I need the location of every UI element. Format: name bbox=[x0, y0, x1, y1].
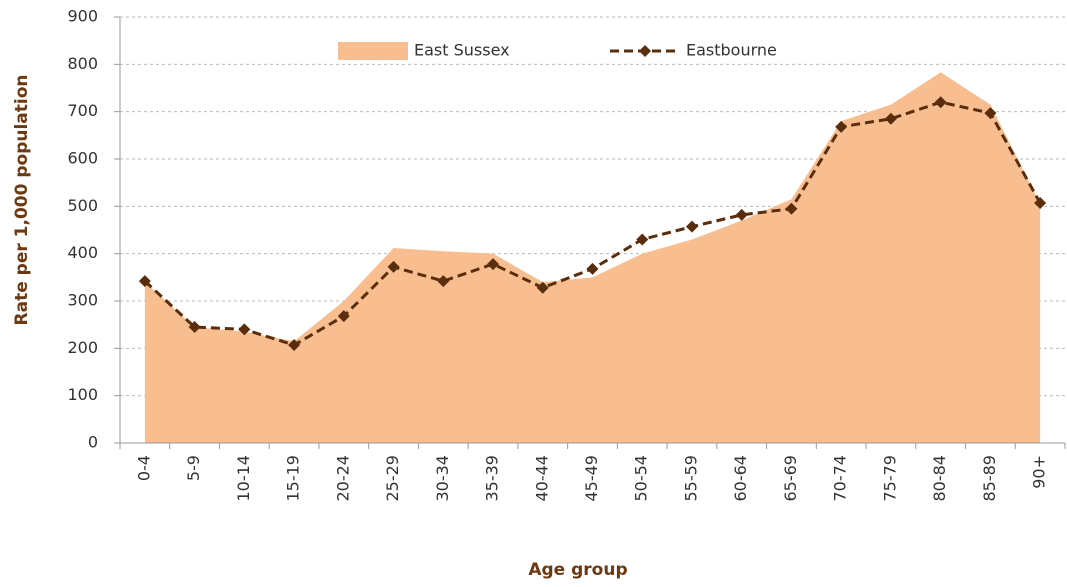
marker bbox=[138, 275, 151, 288]
marker bbox=[487, 258, 500, 271]
x-tick-label: 20-24 bbox=[333, 455, 352, 502]
x-tick-label: 5-9 bbox=[184, 455, 203, 481]
marker bbox=[288, 339, 301, 352]
y-tick-label: 900 bbox=[67, 7, 98, 26]
x-tick-label: 45-49 bbox=[582, 455, 601, 502]
x-tick-label: 35-39 bbox=[483, 455, 502, 502]
x-tick-label: 25-29 bbox=[383, 455, 402, 502]
x-tick-label: 85-89 bbox=[980, 455, 999, 502]
area bbox=[144, 72, 1041, 443]
marker bbox=[337, 310, 350, 323]
legend-swatch bbox=[338, 42, 408, 60]
y-tick-label: 200 bbox=[67, 338, 98, 357]
y-tick-label: 400 bbox=[67, 243, 98, 262]
y-axis-title: Rate per 1,000 population bbox=[12, 75, 32, 326]
y-tick-label: 300 bbox=[67, 291, 98, 310]
marker bbox=[884, 112, 897, 125]
legend-label: Eastbourne bbox=[686, 41, 777, 60]
x-tick-label: 10-14 bbox=[234, 455, 253, 502]
y-tick-label: 100 bbox=[67, 385, 98, 404]
x-tick-label: 80-84 bbox=[930, 455, 949, 502]
x-tick-label: 55-59 bbox=[681, 455, 700, 502]
legend-marker bbox=[639, 45, 651, 57]
x-tick-label: 40-44 bbox=[532, 455, 551, 502]
marker bbox=[437, 275, 450, 288]
marker bbox=[586, 262, 599, 275]
y-tick-label: 600 bbox=[67, 149, 98, 168]
y-tick-label: 0 bbox=[88, 433, 98, 452]
x-tick-label: 50-54 bbox=[632, 455, 651, 502]
x-tick-label: 65-69 bbox=[781, 455, 800, 502]
marker bbox=[188, 321, 201, 334]
marker bbox=[1034, 197, 1047, 210]
x-tick-label: 90+ bbox=[1030, 455, 1049, 489]
marker bbox=[785, 202, 798, 215]
x-tick-label: 70-74 bbox=[831, 455, 850, 502]
x-tick-label: 75-79 bbox=[880, 455, 899, 502]
x-tick-label: 0-4 bbox=[134, 455, 153, 481]
x-tick-label: 30-34 bbox=[433, 455, 452, 502]
marker bbox=[984, 107, 997, 120]
x-axis-title: Age group bbox=[528, 560, 627, 580]
y-tick-label: 500 bbox=[67, 196, 98, 215]
legend-label: East Sussex bbox=[414, 41, 510, 60]
marker bbox=[934, 96, 947, 109]
marker bbox=[238, 323, 251, 336]
marker bbox=[387, 260, 400, 273]
marker bbox=[685, 220, 698, 233]
y-tick-label: 700 bbox=[67, 101, 98, 120]
marker bbox=[636, 233, 649, 246]
x-tick-label: 60-64 bbox=[731, 455, 750, 502]
y-tick-label: 800 bbox=[67, 54, 98, 73]
x-tick-label: 15-19 bbox=[284, 455, 303, 502]
marker bbox=[735, 208, 748, 221]
marker bbox=[835, 120, 848, 133]
marker bbox=[536, 281, 549, 294]
